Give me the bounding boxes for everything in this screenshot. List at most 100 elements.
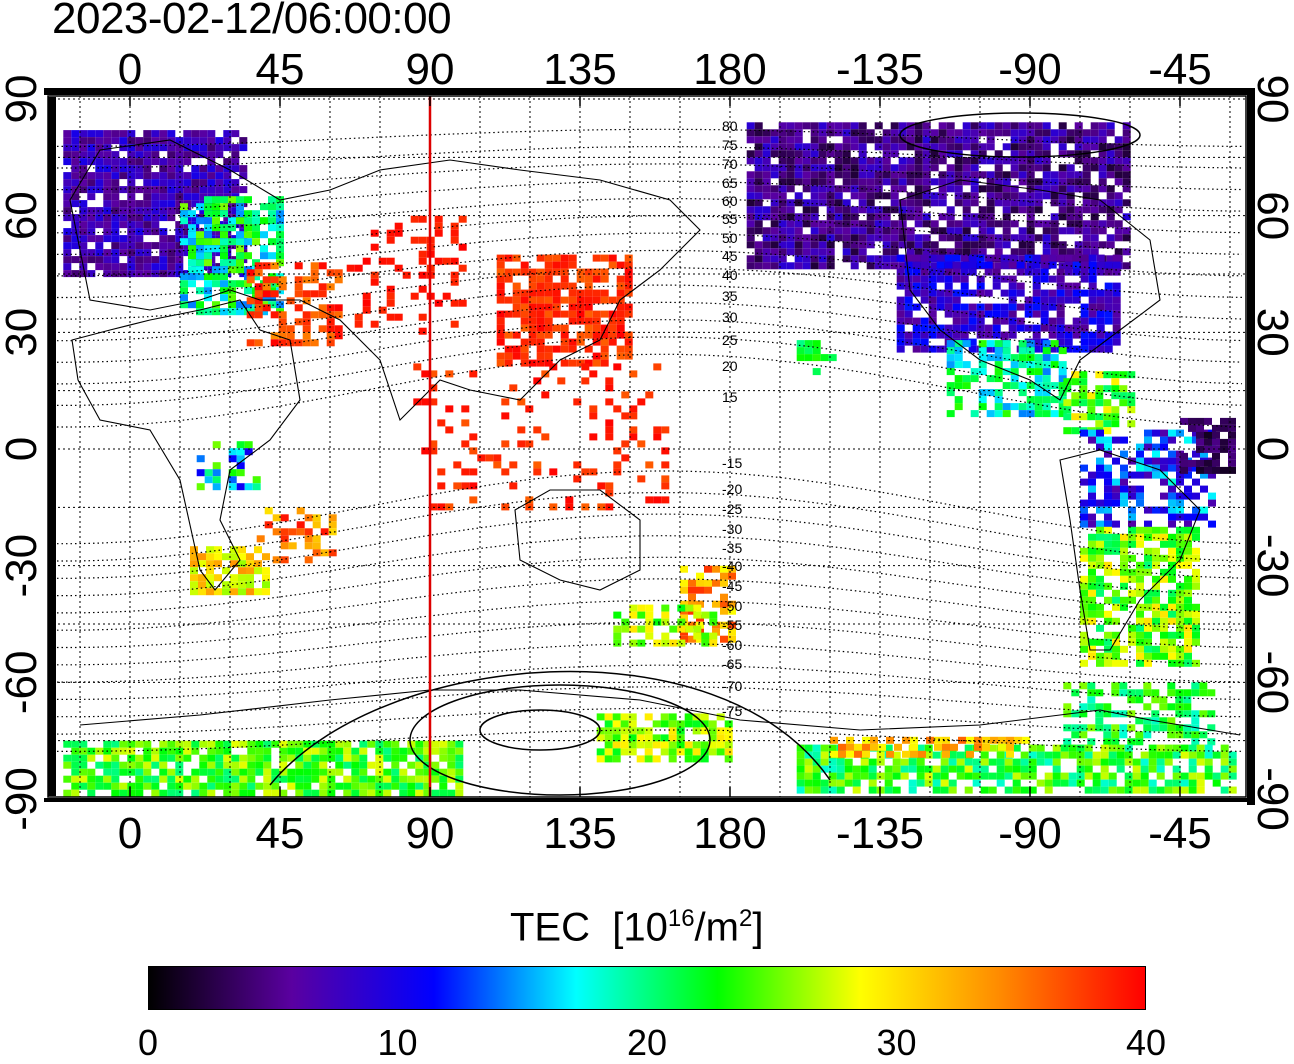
tec-cell: [922, 164, 931, 172]
tec-cell: [1168, 617, 1176, 625]
tec-cell: [810, 143, 819, 151]
tec-cell: [167, 270, 176, 278]
tec-cell: [1058, 262, 1067, 270]
tec-cell: [159, 179, 168, 187]
tec-cell: [190, 581, 198, 589]
tec-cell: [804, 758, 813, 766]
tec-cell: [311, 747, 320, 755]
tec-cell: [653, 433, 662, 441]
tec-cell: [629, 370, 638, 378]
tec-cell: [946, 213, 955, 221]
tec-cell: [914, 150, 923, 158]
tec-cell: [354, 264, 363, 272]
tec-cell: [359, 754, 368, 762]
tec-cell: [1002, 178, 1011, 186]
tec-cell: [1184, 533, 1192, 541]
tec-cell: [175, 235, 184, 243]
tec-cell: [247, 740, 256, 748]
tec-cell: [812, 354, 821, 362]
tec-cell: [720, 600, 728, 608]
tec-cell: [191, 747, 200, 755]
tec-cell: [311, 775, 320, 783]
tec-cell: [1058, 206, 1067, 214]
tec-cell: [326, 318, 335, 326]
tec-cell: [930, 143, 939, 151]
tec-cell: [188, 252, 196, 260]
tec-cell: [238, 574, 246, 582]
tec-cell: [79, 144, 88, 152]
mlat-contour: [47, 578, 1243, 631]
tec-cell: [1119, 682, 1128, 690]
tec-cell: [135, 761, 144, 769]
tec-cell: [746, 234, 755, 242]
tec-cell: [1088, 429, 1096, 437]
tec-cell: [1026, 122, 1035, 130]
tec-cell: [746, 157, 755, 165]
tec-cell: [1008, 303, 1017, 311]
tec-cell: [560, 254, 569, 262]
tec-cell: [439, 768, 448, 776]
tec-cell: [399, 782, 408, 790]
tec-cell: [421, 370, 430, 378]
tec-cell: [1103, 406, 1112, 414]
tec-cell: [685, 604, 694, 612]
tec-cell: [212, 476, 221, 484]
tec-cell: [346, 264, 355, 272]
tec-cell: [978, 396, 987, 404]
tec-cell: [239, 782, 248, 790]
tec-cell: [960, 254, 969, 262]
tec-cell: [415, 782, 424, 790]
tec-cell: [960, 289, 969, 297]
tec-cell: [477, 454, 486, 462]
tec-cell: [900, 758, 909, 766]
tec-cell: [1111, 710, 1120, 718]
tec-cell: [842, 171, 851, 179]
tec-cell: [944, 268, 953, 276]
tec-cell: [127, 256, 136, 264]
tec-cell: [212, 469, 221, 477]
tec-cell: [263, 747, 272, 755]
tec-cell: [786, 227, 795, 235]
tec-cell: [1042, 122, 1051, 130]
tec-cell: [1036, 758, 1045, 766]
left-lat-label: 0: [0, 437, 46, 461]
tec-cell: [1079, 371, 1088, 379]
tec-cell: [970, 136, 979, 144]
tec-cell: [1212, 466, 1220, 474]
tec-cell: [319, 768, 328, 776]
tec-cell: [196, 308, 204, 316]
tec-cell: [268, 217, 276, 225]
tec-cell: [1160, 478, 1168, 486]
tec-cell: [1140, 758, 1149, 766]
tec-cell: [127, 263, 136, 271]
tec-cell: [183, 179, 192, 187]
tec-cell: [1074, 171, 1083, 179]
tec-cell: [180, 238, 188, 246]
tec-cell: [191, 740, 200, 748]
tec-cell: [207, 768, 216, 776]
tec-cell: [295, 775, 304, 783]
tec-cell: [303, 782, 312, 790]
tec-cell: [560, 310, 569, 318]
tec-cell: [228, 266, 236, 274]
tec-cell: [858, 150, 867, 158]
tec-cell: [391, 747, 400, 755]
tec-cell: [302, 318, 311, 326]
tec-cell: [135, 775, 144, 783]
mlat-contour: [47, 470, 1243, 545]
tec-cell: [1104, 610, 1112, 618]
tec-cell: [842, 213, 851, 221]
tec-cell: [568, 289, 577, 297]
tec-cell: [1018, 150, 1027, 158]
tec-cell: [970, 192, 979, 200]
tec-cell: [212, 224, 220, 232]
tec-cell: [167, 179, 176, 187]
tec-cell: [1228, 459, 1236, 467]
tec-cell: [994, 192, 1003, 200]
tec-cell: [386, 313, 395, 321]
contour-label: -15: [722, 455, 742, 471]
tec-cell: [1119, 710, 1128, 718]
tec-cell: [525, 440, 534, 448]
tec-cell: [268, 203, 276, 211]
tec-cell: [1112, 547, 1120, 555]
